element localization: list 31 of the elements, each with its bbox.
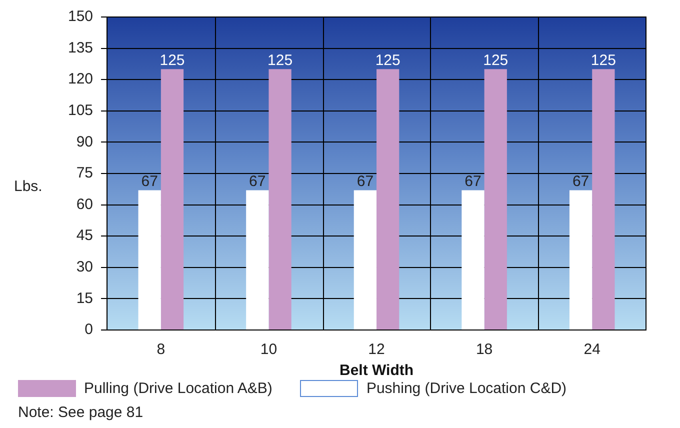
y-tick-label: 75 — [76, 164, 94, 182]
y-tick-label: 30 — [76, 258, 94, 276]
y-tick-label: 15 — [76, 290, 94, 307]
data-label: 125 — [590, 52, 616, 69]
data-label: 67 — [141, 172, 158, 190]
data-label: 67 — [356, 172, 374, 190]
y-tick-label: 60 — [76, 196, 94, 213]
x-tick-label: 24 — [584, 341, 600, 358]
y-tick-label: 45 — [76, 227, 94, 244]
y-axis-title: Lbs. — [14, 178, 42, 195]
x-tick-label: 12 — [368, 341, 385, 358]
data-label: 67 — [249, 172, 266, 190]
x-tick-label: 10 — [260, 341, 278, 358]
x-axis-title: Belt Width — [340, 362, 414, 380]
data-label: 125 — [483, 52, 508, 69]
y-tick-label: 120 — [68, 70, 94, 88]
y-tick-label: 105 — [68, 102, 94, 120]
legend-label: Pushing (Drive Location C&D) — [366, 380, 567, 397]
text: Note: See page 81 — [18, 404, 144, 421]
y-tick-label: 0 — [84, 321, 94, 338]
y-tick-label: 135 — [68, 39, 94, 56]
x-tick-label: 8 — [156, 341, 166, 358]
data-label: 125 — [375, 52, 400, 69]
data-label: 125 — [268, 52, 293, 69]
y-tick-label: 150 — [68, 8, 94, 26]
x-tick-label: 18 — [476, 341, 493, 358]
legend-label: Pulling (Drive Location A&B) — [84, 380, 272, 397]
y-tick-label: 90 — [76, 133, 94, 150]
data-label: 67 — [572, 172, 590, 190]
data-label: 125 — [160, 52, 185, 69]
data-label: 67 — [464, 172, 482, 190]
